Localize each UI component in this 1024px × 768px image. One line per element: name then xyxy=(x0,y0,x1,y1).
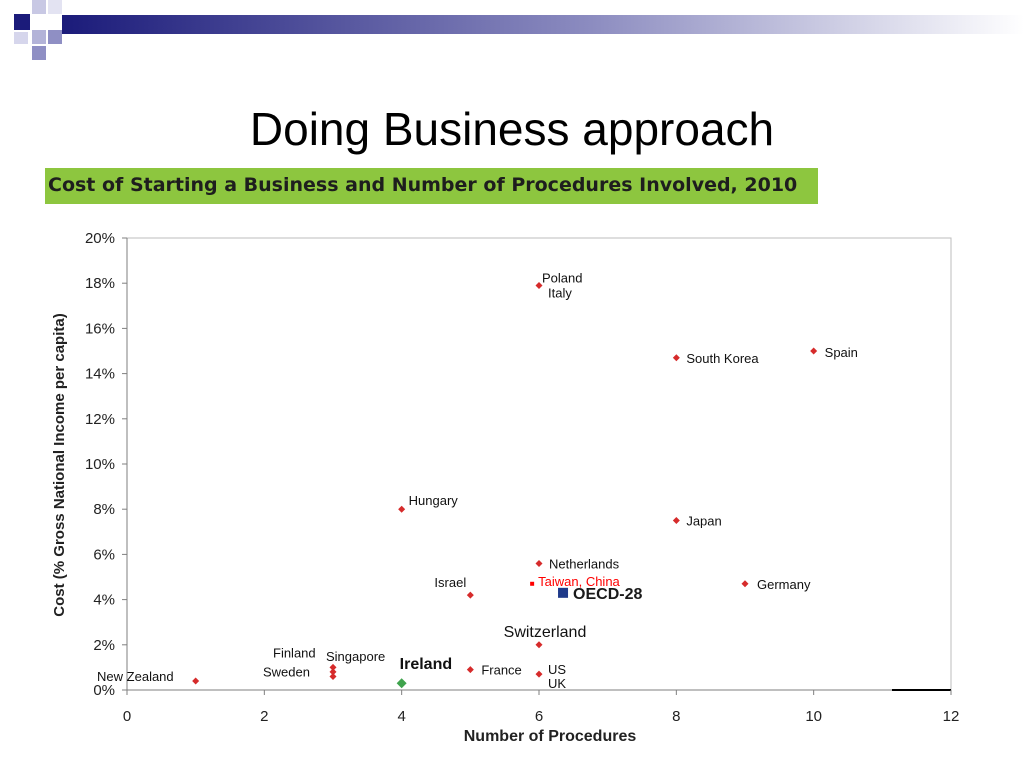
point-label: Italy xyxy=(548,285,572,300)
decoration-square xyxy=(48,0,62,14)
decoration-square xyxy=(32,30,46,44)
y-tick-label: 16% xyxy=(85,320,115,337)
data-point-hungary xyxy=(398,505,406,513)
y-tick-label: 2% xyxy=(93,637,115,654)
plot-frame xyxy=(126,237,952,691)
y-tick-label: 6% xyxy=(93,546,115,563)
y-tick-label: 12% xyxy=(85,411,115,428)
y-tick-label: 18% xyxy=(85,275,115,292)
y-tick-label: 0% xyxy=(93,682,115,699)
data-point-israel xyxy=(466,591,474,599)
point-label: Hungary xyxy=(409,493,459,508)
data-point-switzerland xyxy=(535,641,543,649)
y-axis-title: Cost (% Gross National Income per capita… xyxy=(51,313,68,616)
point-label: Finland xyxy=(273,645,316,660)
data-point-south-korea xyxy=(672,354,680,362)
point-label: Spain xyxy=(825,345,858,360)
y-tick-label: 8% xyxy=(93,501,115,518)
data-point-poland xyxy=(535,281,543,289)
point-label: Sweden xyxy=(263,664,310,679)
point-label: Switzerland xyxy=(504,624,587,641)
y-tick-label: 10% xyxy=(85,456,115,473)
data-point-france xyxy=(466,666,474,674)
data-point-netherlands xyxy=(535,559,543,567)
decoration-square xyxy=(32,46,46,60)
x-axis-title: Number of Procedures xyxy=(464,728,637,745)
data-point-new-zealand xyxy=(192,677,200,685)
data-point-germany xyxy=(741,580,749,588)
taiwan-marker xyxy=(530,581,535,586)
decoration-square xyxy=(32,0,46,14)
data-point-sweden xyxy=(329,672,337,680)
x-tick-label: 12 xyxy=(943,708,960,725)
ireland-label: Ireland xyxy=(400,656,452,673)
chart-title-banner: Cost of Starting a Business and Number o… xyxy=(45,168,818,204)
data-point-spain xyxy=(810,347,818,355)
data-point-us xyxy=(535,670,543,678)
taiwan-label: Taiwan, China xyxy=(538,574,620,589)
point-label: Israel xyxy=(434,575,466,590)
x-tick-label: 0 xyxy=(123,708,131,725)
data-point-japan xyxy=(672,517,680,524)
point-label: Netherlands xyxy=(549,556,620,571)
decoration-bar xyxy=(62,15,1024,34)
data-point-singapore xyxy=(329,668,337,676)
y-tick-label: 14% xyxy=(85,366,115,383)
oecd-marker xyxy=(558,587,569,598)
decoration-square xyxy=(14,14,30,30)
x-tick-label: 2 xyxy=(260,708,268,725)
y-tick-label: 4% xyxy=(93,592,115,609)
oecd-label: OECD-28 xyxy=(573,586,642,603)
title-decoration xyxy=(14,0,1024,60)
slide-title: Doing Business approach xyxy=(249,103,775,155)
decoration-square xyxy=(14,32,28,44)
point-label: Singapore xyxy=(326,649,385,664)
point-label: New Zealand xyxy=(97,669,174,684)
x-tick-label: 10 xyxy=(805,708,822,725)
x-tick-label: 4 xyxy=(397,708,405,725)
x-tick-label: 6 xyxy=(535,708,543,725)
point-label: Poland xyxy=(542,270,582,285)
decoration-square xyxy=(48,30,62,44)
point-label: France xyxy=(481,663,521,678)
point-label: South Korea xyxy=(686,351,759,366)
ireland-marker xyxy=(396,678,407,689)
point-label: Japan xyxy=(686,514,721,529)
point-label: UK xyxy=(548,676,566,691)
point-label: US xyxy=(548,662,566,677)
x-tick-label: 8 xyxy=(672,708,680,725)
y-tick-label: 20% xyxy=(85,230,115,247)
point-label: Germany xyxy=(757,577,811,592)
data-point-finland xyxy=(329,663,337,671)
